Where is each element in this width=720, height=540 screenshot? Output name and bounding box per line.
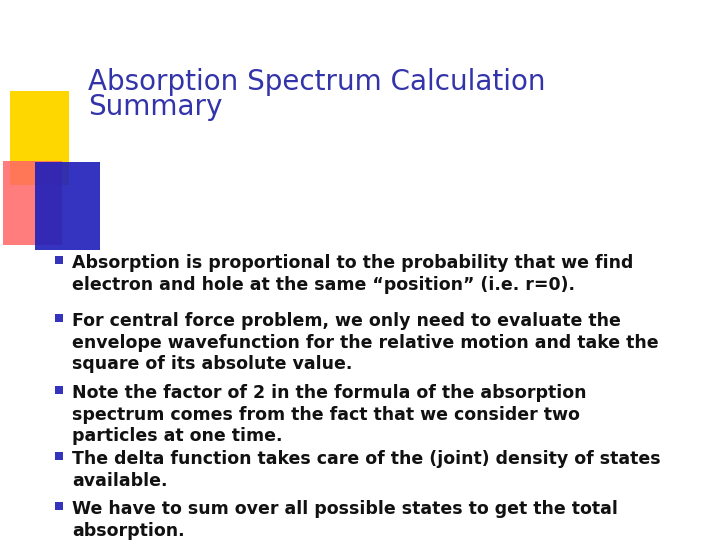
Bar	[55, 452, 63, 460]
Bar	[55, 386, 63, 394]
Bar	[35, 162, 100, 250]
Bar	[55, 502, 63, 510]
Bar	[55, 256, 63, 264]
Text: The delta function takes care of the (joint) density of states
available.: The delta function takes care of the (jo…	[72, 450, 661, 489]
Text: Note the factor of 2 in the formula of the absorption
spectrum comes from the fa: Note the factor of 2 in the formula of t…	[72, 384, 587, 445]
Text: We have to sum over all possible states to get the total
absorption.: We have to sum over all possible states …	[72, 500, 618, 539]
Text: Summary: Summary	[88, 93, 222, 121]
Bar	[3, 161, 62, 245]
Bar	[55, 314, 63, 322]
Bar	[10, 91, 69, 185]
Text: Absorption Spectrum Calculation: Absorption Spectrum Calculation	[88, 68, 546, 96]
Text: Absorption is proportional to the probability that we find
electron and hole at : Absorption is proportional to the probab…	[72, 254, 634, 294]
Text: For central force problem, we only need to evaluate the
envelope wavefunction fo: For central force problem, we only need …	[72, 312, 659, 373]
